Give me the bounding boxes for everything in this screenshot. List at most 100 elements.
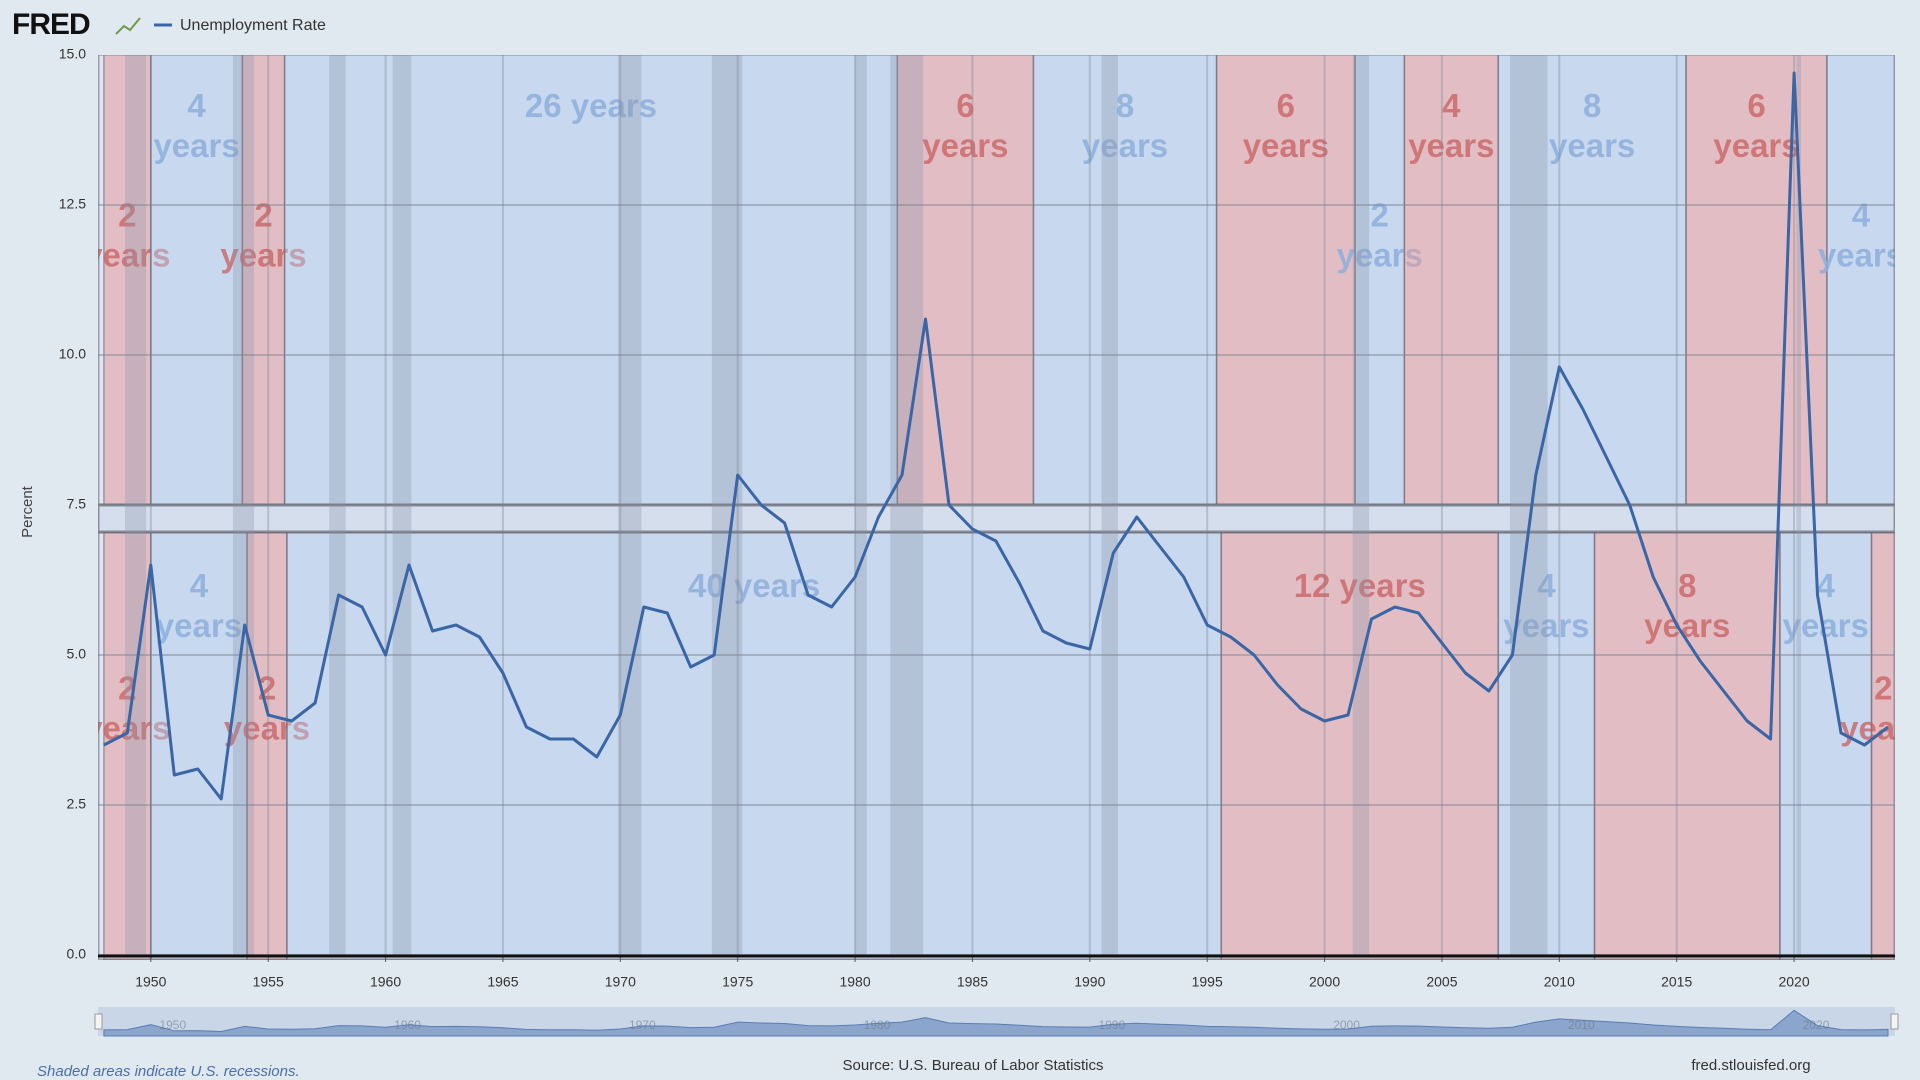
overlay-label: years: [1082, 127, 1168, 164]
y-tick-label: 2.5: [67, 796, 87, 812]
axes: 15.0 12.5 10.0 7.5 5.0 2.5 0.0 1950 1955 1960 1965…: [59, 46, 1895, 990]
legend-label[interactable]: Unemployment Rate: [180, 17, 326, 34]
site-link[interactable]: fred.stlouisfed.org: [1691, 1057, 1810, 1074]
recession-band: [232, 55, 255, 955]
navigator-series: [103, 1009, 1889, 1037]
y-tick-label: 15.0: [59, 46, 86, 62]
overlay-label: 2: [1371, 196, 1389, 233]
party-band: [1220, 531, 1500, 960]
recession-band: [1352, 55, 1370, 955]
party-band: [1826, 55, 1895, 506]
overlay-label: 4: [187, 87, 206, 124]
navigator-tick-label: 1980: [864, 1018, 891, 1032]
overlay-label: years: [84, 236, 170, 273]
overlay-label: 2: [254, 196, 272, 233]
x-tick-label: 2005: [1426, 974, 1457, 990]
navigator-tick-label: 1960: [394, 1018, 421, 1032]
data-line: [103, 71, 1889, 801]
x-tick-label: 1995: [1192, 974, 1223, 990]
party-band: [1403, 55, 1500, 506]
x-tick-label: 1975: [722, 974, 753, 990]
x-tick-label: 2000: [1309, 974, 1340, 990]
party-band: [286, 531, 1223, 960]
overlay-label: years: [922, 127, 1008, 164]
recession-band: [890, 55, 924, 955]
overlay-label: 8: [1678, 567, 1696, 604]
x-tick-label: 1965: [487, 974, 518, 990]
recession-band: [1101, 55, 1118, 955]
x-tick-label: 2020: [1778, 974, 1809, 990]
x-tick-label: 1950: [135, 974, 166, 990]
x-tick-label: 1955: [253, 974, 284, 990]
party-band: [103, 55, 152, 506]
navigator-handle-left[interactable]: [94, 1013, 103, 1030]
recession-band: [855, 55, 867, 955]
overlay-label: 4: [190, 567, 209, 604]
overlay-label: years: [156, 607, 242, 644]
x-tick-label: 1960: [370, 974, 401, 990]
overlay-label: 6: [956, 87, 974, 124]
logo-icon: [115, 17, 141, 35]
overlay-label: years: [1408, 127, 1494, 164]
x-tick-label: 1980: [839, 974, 870, 990]
panel-divider: [98, 503, 1895, 534]
overlay-label: 26 years: [525, 87, 657, 124]
overlay-label: 40 years: [688, 567, 820, 604]
party-band: [1593, 531, 1781, 960]
navigator[interactable]: 1950 1960 1970 1980 1990 2000 2010 2020: [94, 1007, 1899, 1037]
overlay-label: 12 years: [1294, 567, 1426, 604]
party-band: [1215, 55, 1356, 506]
x-tick-label: 2015: [1661, 974, 1692, 990]
party-band: [1032, 55, 1218, 506]
navigator-tick-label: 2000: [1333, 1018, 1360, 1032]
navigator-tick-label: 1950: [159, 1018, 186, 1032]
overlay-label: 2: [1874, 670, 1892, 707]
y-tick-label: 12.5: [59, 196, 86, 212]
overlay-label: years: [220, 236, 306, 273]
overlay-label: 4: [1852, 196, 1871, 233]
recession-band: [329, 55, 346, 955]
y-tick-label: 10.0: [59, 346, 86, 362]
navigator-handle-right[interactable]: [1890, 1013, 1899, 1030]
overlay-label: 4: [1537, 567, 1556, 604]
y-axis-label: Percent: [19, 485, 36, 538]
party-band: [103, 531, 152, 960]
brand-logo[interactable]: FRED: [12, 8, 91, 41]
overlay-label: years: [1243, 127, 1329, 164]
overlay-label: 6: [1277, 87, 1295, 124]
recession-note: Shaded areas indicate U.S. recessions.: [37, 1063, 300, 1080]
overlay-label: years: [1549, 127, 1635, 164]
recession-band: [124, 55, 147, 955]
party-band: [1354, 55, 1406, 506]
recession-band: [1796, 55, 1802, 955]
party-band: [1779, 531, 1873, 960]
overlay-label: 4: [1442, 87, 1461, 124]
y-tick-label: 7.5: [67, 496, 87, 512]
source: Source: U.S. Bureau of Labor Statistics: [843, 1057, 1104, 1074]
overlay-label: 8: [1583, 87, 1601, 124]
navigator-tick-label: 1970: [629, 1018, 656, 1032]
recession-band: [711, 55, 743, 955]
overlay-label: 6: [1747, 87, 1765, 124]
recession-band: [617, 55, 642, 955]
party-band: [1870, 531, 1895, 960]
overlay-label: 4: [1817, 567, 1836, 604]
recession-band: [1510, 55, 1548, 955]
x-tick-label: 1985: [957, 974, 988, 990]
recession-band: [392, 55, 412, 955]
overlay: 2years4years2years26 years6years8years6y…: [84, 55, 1904, 960]
navigator-tick-label: 2010: [1568, 1018, 1595, 1032]
y-tick-label: 0.0: [67, 946, 87, 962]
overlay-label: 8: [1116, 87, 1134, 124]
x-tick-label: 1970: [605, 974, 636, 990]
overlay-label: 2: [118, 196, 136, 233]
navigator-tick-label: 1990: [1098, 1018, 1125, 1032]
y-tick-label: 5.0: [67, 646, 87, 662]
navigator-tick-label: 2020: [1803, 1018, 1830, 1032]
overlay-label: years: [153, 127, 239, 164]
party-band: [1497, 531, 1596, 960]
overlay-label: years: [1644, 607, 1730, 644]
overlay-label: years: [1818, 236, 1904, 273]
